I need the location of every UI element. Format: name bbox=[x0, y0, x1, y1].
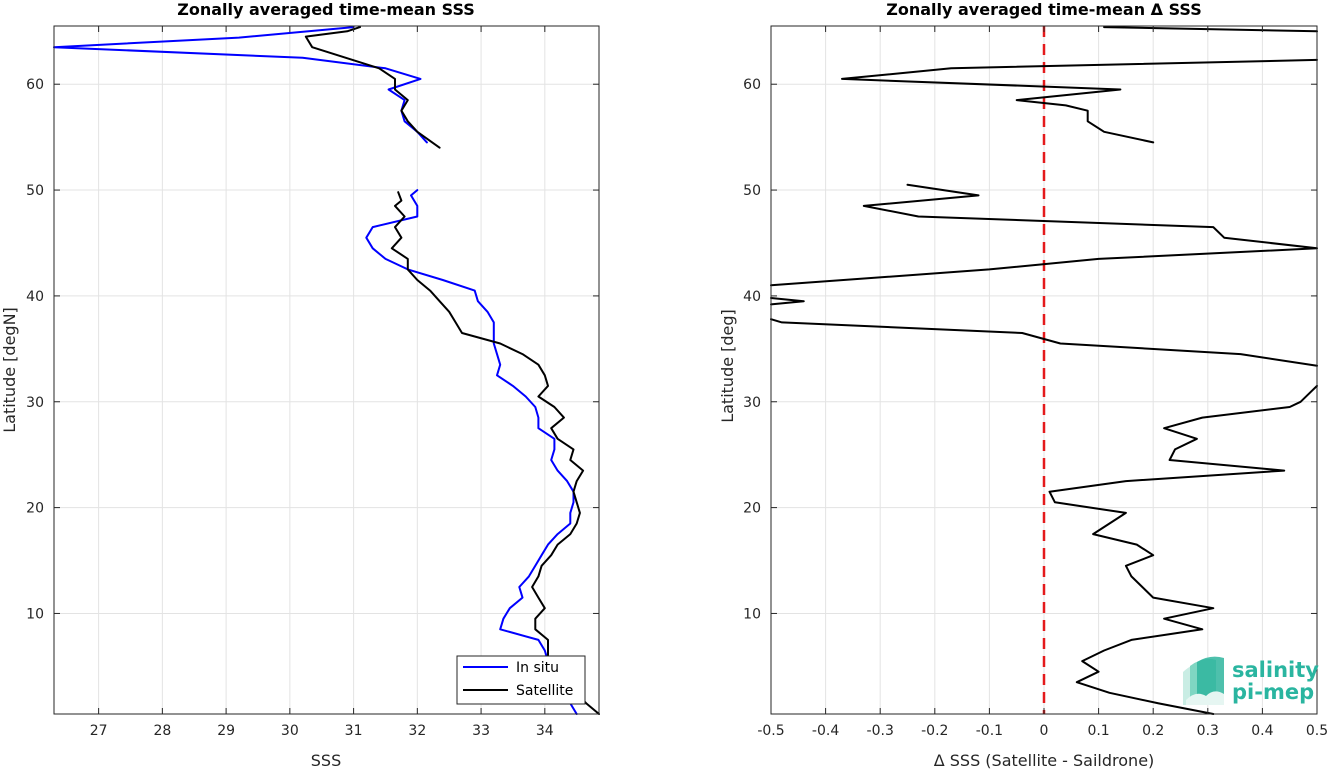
logo-icon bbox=[1183, 656, 1224, 705]
series-line-delta-sss bbox=[770, 183, 1318, 287]
x-tick-label: 0.2 bbox=[1142, 723, 1164, 739]
series-line-in-situ bbox=[365, 189, 578, 715]
legend-label-in-situ: In situ bbox=[516, 660, 559, 676]
series-line-delta-sss bbox=[1048, 384, 1318, 715]
x-tick-label: 32 bbox=[408, 723, 426, 739]
left-plot-border bbox=[53, 25, 600, 715]
x-tick-label: 29 bbox=[217, 723, 235, 739]
y-tick-label: 10 bbox=[743, 606, 761, 622]
right-y-axis-label: Latitude [deg] bbox=[718, 309, 737, 423]
legend-label-satellite: Satellite bbox=[516, 683, 573, 699]
series-line-delta-sss bbox=[770, 318, 1318, 367]
left-x-ticks: 27 28 29 30 31 32 33 34 bbox=[90, 26, 554, 739]
y-tick-label: 20 bbox=[26, 501, 44, 517]
x-tick-label: -0.1 bbox=[976, 723, 1003, 739]
salinity-pi-mep-logo: salinity pi-mep bbox=[1183, 656, 1319, 705]
y-tick-label: 40 bbox=[26, 289, 44, 305]
x-tick-label: 31 bbox=[345, 723, 363, 739]
legend: In situ Satellite bbox=[456, 655, 586, 705]
x-tick-label: 30 bbox=[281, 723, 299, 739]
x-tick-label: -0.2 bbox=[921, 723, 948, 739]
left-series-lines bbox=[53, 26, 600, 715]
legend-box bbox=[456, 655, 586, 705]
left-grid bbox=[54, 26, 599, 714]
left-x-axis-label: SSS bbox=[311, 751, 341, 769]
x-tick-label: -0.5 bbox=[757, 723, 784, 739]
x-tick-label: 27 bbox=[90, 723, 108, 739]
series-line-delta-sss bbox=[1103, 26, 1318, 33]
left-chart: 27 28 29 30 31 32 33 34 10 20 30 40 50 60 Zonally av… bbox=[0, 0, 600, 769]
right-chart: -0.5 -0.4 -0.3 -0.2 -0.1 0 0.1 0.2 0.3 0.4 0.5 10 2… bbox=[718, 0, 1328, 769]
y-tick-label: 30 bbox=[26, 395, 44, 411]
y-tick-label: 30 bbox=[743, 395, 761, 411]
series-line-satellite bbox=[390, 191, 600, 715]
right-grid bbox=[770, 26, 1318, 714]
y-tick-label: 50 bbox=[26, 183, 44, 199]
right-y-ticks: 10 20 30 40 50 60 bbox=[743, 77, 1317, 622]
y-tick-label: 40 bbox=[743, 289, 761, 305]
logo-text-pi-mep: pi-mep bbox=[1232, 680, 1314, 704]
right-plot-border bbox=[770, 25, 1318, 715]
y-tick-label: 10 bbox=[26, 606, 44, 622]
x-tick-label: 0.1 bbox=[1087, 723, 1109, 739]
left-y-axis-label: Latitude [degN] bbox=[0, 307, 19, 433]
x-tick-label: -0.4 bbox=[812, 723, 839, 739]
right-x-ticks: -0.5 -0.4 -0.3 -0.2 -0.1 0 0.1 0.2 0.3 0.4 0.5 bbox=[757, 26, 1328, 739]
left-y-ticks: 10 20 30 40 50 60 bbox=[26, 77, 599, 622]
x-tick-label: 0.4 bbox=[1251, 723, 1273, 739]
x-tick-label: -0.3 bbox=[867, 723, 894, 739]
y-tick-label: 50 bbox=[743, 183, 761, 199]
series-line-satellite bbox=[304, 26, 441, 149]
series-line-delta-sss bbox=[841, 58, 1318, 144]
right-x-axis-label: Δ SSS (Satellite - Saildrone) bbox=[934, 751, 1155, 769]
logo-text-salinity: salinity bbox=[1232, 658, 1319, 682]
x-tick-label: 0.3 bbox=[1197, 723, 1219, 739]
right-chart-title: Zonally averaged time-mean Δ SSS bbox=[886, 0, 1202, 19]
x-tick-label: 33 bbox=[472, 723, 490, 739]
series-line-in-situ bbox=[53, 26, 428, 144]
y-tick-label: 60 bbox=[743, 77, 761, 93]
x-tick-label: 0 bbox=[1040, 723, 1049, 739]
left-chart-title: Zonally averaged time-mean SSS bbox=[177, 0, 475, 19]
x-tick-label: 34 bbox=[536, 723, 554, 739]
x-tick-label: 0.5 bbox=[1306, 723, 1328, 739]
series-line-delta-sss bbox=[770, 297, 805, 306]
right-series-lines bbox=[770, 26, 1318, 715]
left-plot-area bbox=[54, 26, 599, 714]
y-tick-label: 60 bbox=[26, 77, 44, 93]
y-tick-label: 20 bbox=[743, 501, 761, 517]
x-tick-label: 28 bbox=[153, 723, 171, 739]
